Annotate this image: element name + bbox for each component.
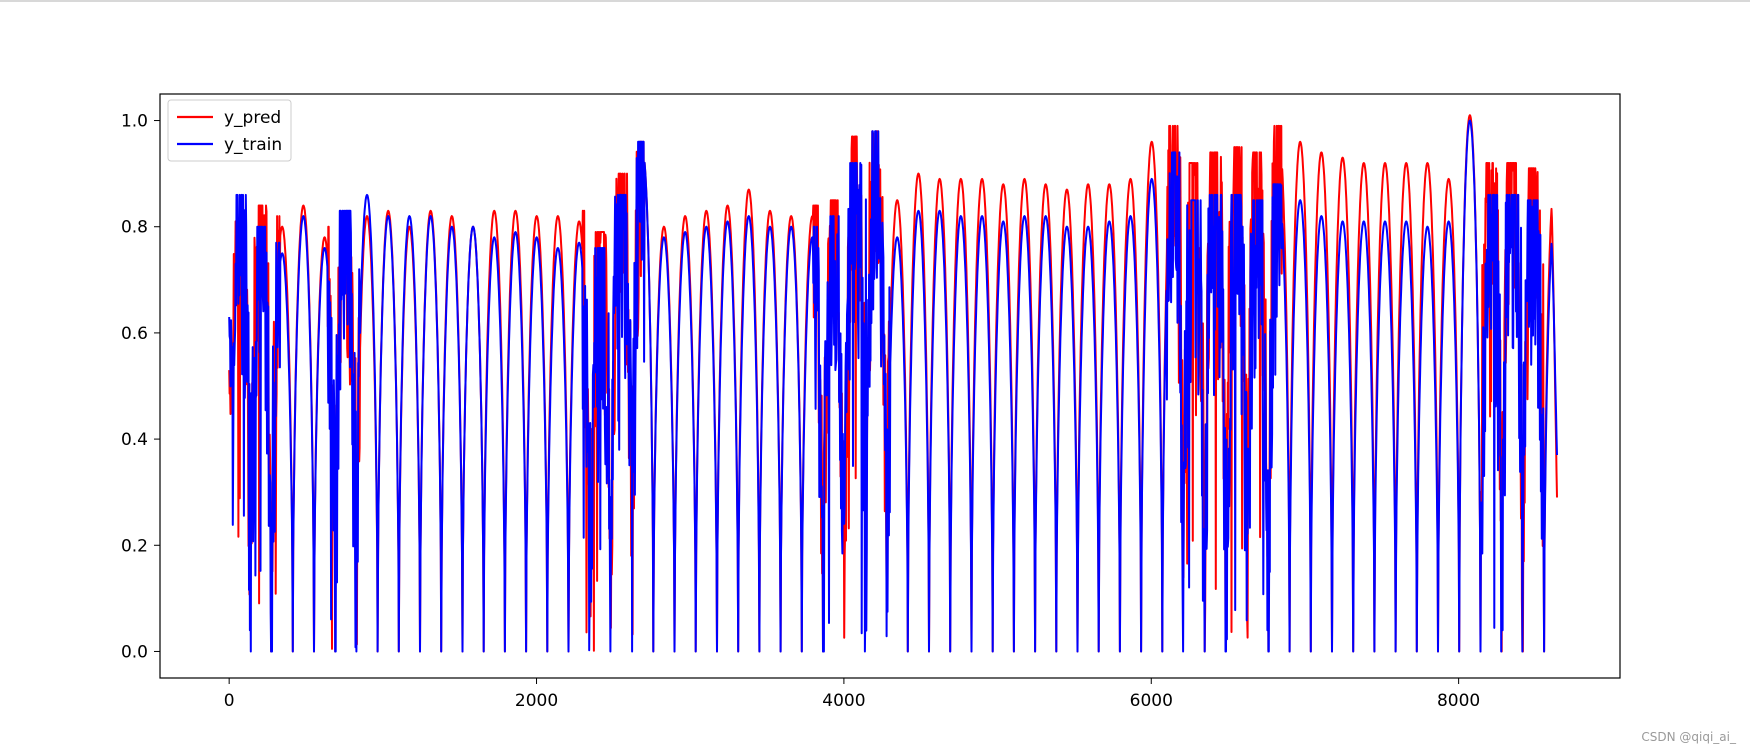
y-tick-label: 0.0	[121, 642, 148, 662]
x-tick-label: 0	[224, 691, 235, 711]
watermark: CSDN @qiqi_ai_	[1641, 730, 1736, 744]
plot-frame	[159, 93, 1621, 679]
legend-label-y-train: y_train	[224, 135, 282, 155]
legend-label-y-pred: y_pred	[224, 108, 281, 128]
legend: y_pred y_train	[167, 99, 292, 162]
legend-box	[167, 99, 292, 162]
series-line-y-pred	[228, 114, 1558, 653]
top-rule	[0, 0, 1750, 2]
y-axis: 0.0 0.2 0.4 0.6 0.8 1.0	[121, 112, 160, 662]
series-layer	[228, 114, 1558, 653]
x-tick-label: 4000	[822, 691, 865, 711]
y-tick-label: 0.8	[121, 218, 148, 238]
y-tick-label: 0.6	[121, 324, 148, 344]
x-axis: 0 2000 4000 6000 8000	[224, 678, 1480, 711]
y-tick-label: 0.2	[121, 536, 148, 556]
y-tick-label: 1.0	[121, 112, 148, 132]
series-line-y-train	[228, 119, 1558, 653]
y-tick-label: 0.4	[121, 430, 148, 450]
x-tick-label: 8000	[1437, 691, 1480, 711]
x-tick-label: 2000	[515, 691, 558, 711]
x-tick-label: 6000	[1130, 691, 1173, 711]
